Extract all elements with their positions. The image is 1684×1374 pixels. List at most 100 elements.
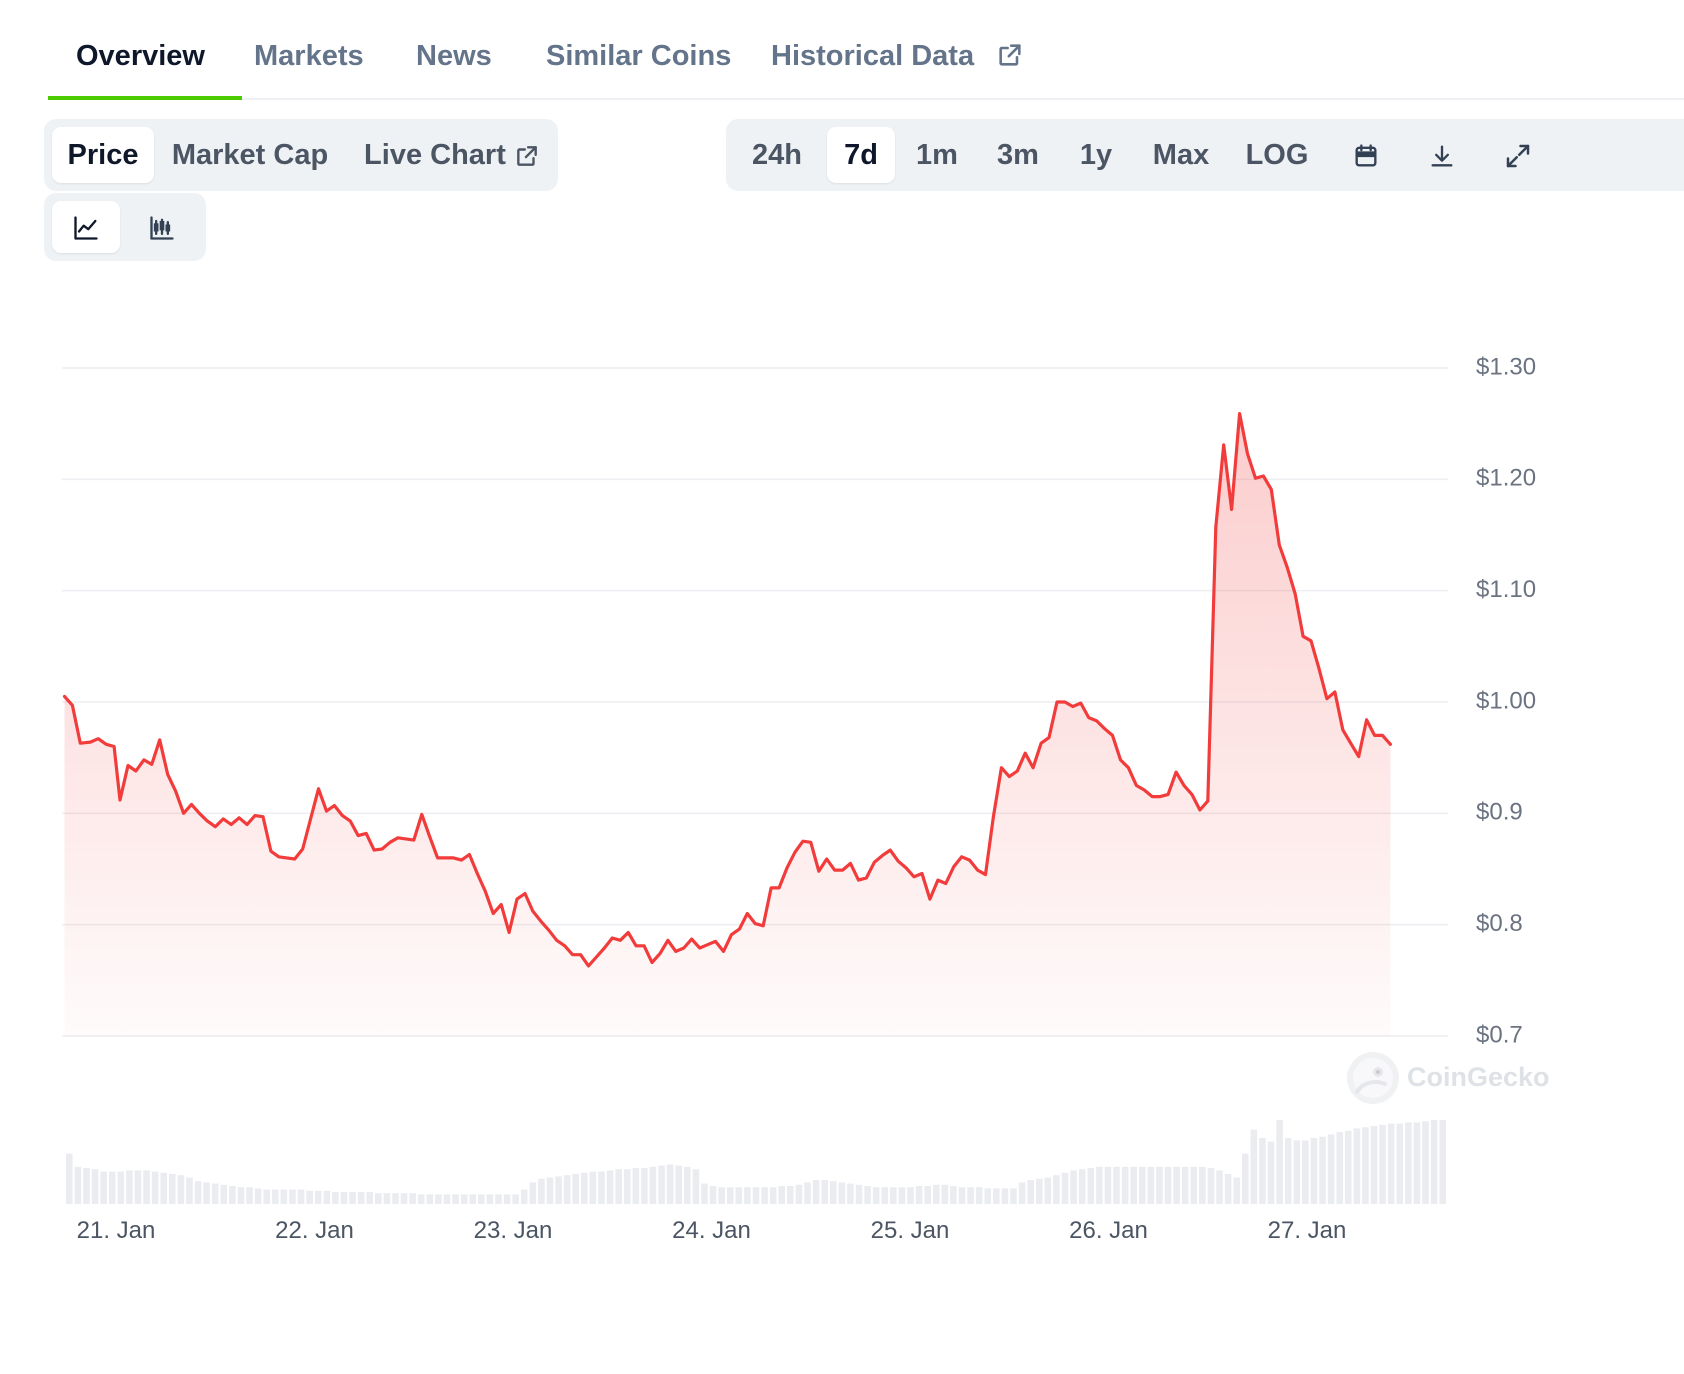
volume-bar	[229, 1186, 236, 1204]
price-button[interactable]: Price	[52, 127, 154, 183]
range-3m-label: 3m	[997, 139, 1039, 171]
volume-bar	[66, 1153, 73, 1204]
volume-bar	[349, 1192, 356, 1204]
x-tick-label: 25. Jan	[871, 1217, 950, 1244]
volume-bar	[91, 1169, 99, 1204]
volume-bar	[1147, 1166, 1155, 1204]
volume-bar	[1181, 1166, 1189, 1204]
volume-bar	[1439, 1120, 1446, 1204]
y-tick-label: $0.9	[1476, 799, 1523, 826]
volume-bar	[881, 1187, 889, 1204]
candlestick-chart-button[interactable]	[128, 201, 196, 253]
price-label: Price	[67, 139, 139, 171]
range-1m-button[interactable]: 1m	[906, 127, 968, 183]
chart-style-toggle	[44, 193, 206, 261]
volume-bar	[907, 1187, 914, 1204]
x-tick-label: 27. Jan	[1268, 1217, 1347, 1244]
volume-bar	[117, 1171, 125, 1204]
volume-bar	[675, 1165, 683, 1204]
volume-bar	[958, 1187, 966, 1204]
volume-bar	[855, 1184, 863, 1204]
volume-bar	[306, 1190, 313, 1204]
volume-bar	[1216, 1170, 1223, 1204]
volume-bar	[512, 1194, 519, 1204]
range-1y-button[interactable]: 1y	[1068, 127, 1124, 183]
volume-bar	[572, 1174, 580, 1204]
volume-bar	[443, 1194, 451, 1204]
volume-bar	[478, 1194, 485, 1204]
range-max-button[interactable]: Max	[1140, 127, 1222, 183]
volume-bar	[1370, 1126, 1378, 1204]
download-button[interactable]	[1414, 127, 1470, 183]
volume-bar	[795, 1184, 803, 1204]
volume-bar	[366, 1192, 374, 1204]
tab-markets[interactable]: Markets	[254, 40, 364, 73]
volume-bar	[950, 1186, 957, 1204]
volume-bar	[495, 1194, 502, 1204]
volume-bar	[169, 1174, 176, 1204]
volume-bar	[1156, 1166, 1163, 1204]
volume-bar	[1096, 1166, 1103, 1204]
volume-bar	[898, 1187, 906, 1204]
volume-bar	[529, 1182, 537, 1204]
volume-bar	[126, 1170, 133, 1204]
volume-bar	[332, 1192, 339, 1204]
y-tick-label: $0.7	[1476, 1021, 1523, 1048]
line-chart-button[interactable]	[52, 201, 120, 253]
tab-historical-data[interactable]: Historical Data	[771, 40, 1024, 77]
active-tab-indicator	[48, 96, 242, 100]
range-3m-button[interactable]: 3m	[984, 127, 1052, 183]
volume-bar	[692, 1169, 700, 1204]
volume-bar	[452, 1194, 459, 1204]
volume-bar	[1199, 1166, 1206, 1204]
volume-bar	[383, 1193, 391, 1204]
range-1y-label: 1y	[1079, 139, 1113, 171]
volume-bar	[1087, 1168, 1095, 1204]
volume-bar	[649, 1166, 657, 1204]
fullscreen-icon	[1503, 139, 1533, 171]
volume-bar	[143, 1170, 150, 1204]
volume-bars	[66, 1120, 1446, 1204]
volume-bar	[272, 1189, 279, 1204]
range-7d-button[interactable]: 7d	[827, 127, 895, 183]
volume-bar	[1207, 1168, 1215, 1204]
range-24h-label: 24h	[752, 139, 802, 171]
volume-bar	[1224, 1174, 1232, 1204]
volume-bar	[666, 1164, 674, 1204]
y-tick-label: $1.20	[1476, 465, 1536, 492]
volume-bar	[237, 1187, 245, 1204]
fullscreen-button[interactable]	[1490, 127, 1546, 183]
volume-bar	[74, 1166, 82, 1204]
market-cap-button[interactable]: Market Cap	[164, 127, 336, 183]
tab-news[interactable]: News	[416, 40, 492, 73]
volume-bar	[1001, 1188, 1009, 1204]
x-axis-labels: 21. Jan 22. Jan 23. Jan 24. Jan 25. Jan 26. J…	[77, 1217, 1347, 1244]
tab-news-label: News	[416, 40, 492, 72]
volume-bar	[623, 1169, 631, 1204]
date-picker-button[interactable]	[1338, 127, 1394, 183]
volume-bar	[701, 1183, 708, 1204]
log-scale-button[interactable]: LOG	[1238, 127, 1316, 183]
volume-bar	[323, 1190, 331, 1204]
tab-similar-coins[interactable]: Similar Coins	[546, 40, 731, 73]
volume-bar	[924, 1186, 931, 1204]
coingecko-watermark: CoinGecko	[1345, 1050, 1555, 1106]
volume-bar	[1138, 1166, 1146, 1204]
volume-bar	[1070, 1170, 1077, 1204]
volume-bar	[280, 1189, 288, 1204]
live-chart-button[interactable]: Live Chart	[354, 127, 550, 183]
range-24h-button[interactable]: 24h	[740, 127, 814, 183]
volume-bar	[821, 1180, 828, 1204]
volume-bar	[417, 1194, 425, 1204]
time-range-toggle: 24h 7d 1m 3m 1y Max LOG	[726, 119, 1684, 191]
volume-bar	[314, 1190, 322, 1204]
tab-overview[interactable]: Overview	[76, 40, 205, 73]
volume-bar	[872, 1187, 880, 1204]
volume-bar	[1044, 1177, 1052, 1204]
volume-bar	[761, 1187, 768, 1204]
x-tick-label: 26. Jan	[1069, 1217, 1148, 1244]
volume-bar	[598, 1171, 605, 1204]
volume-bar	[1344, 1130, 1352, 1204]
range-7d-label: 7d	[844, 139, 878, 171]
